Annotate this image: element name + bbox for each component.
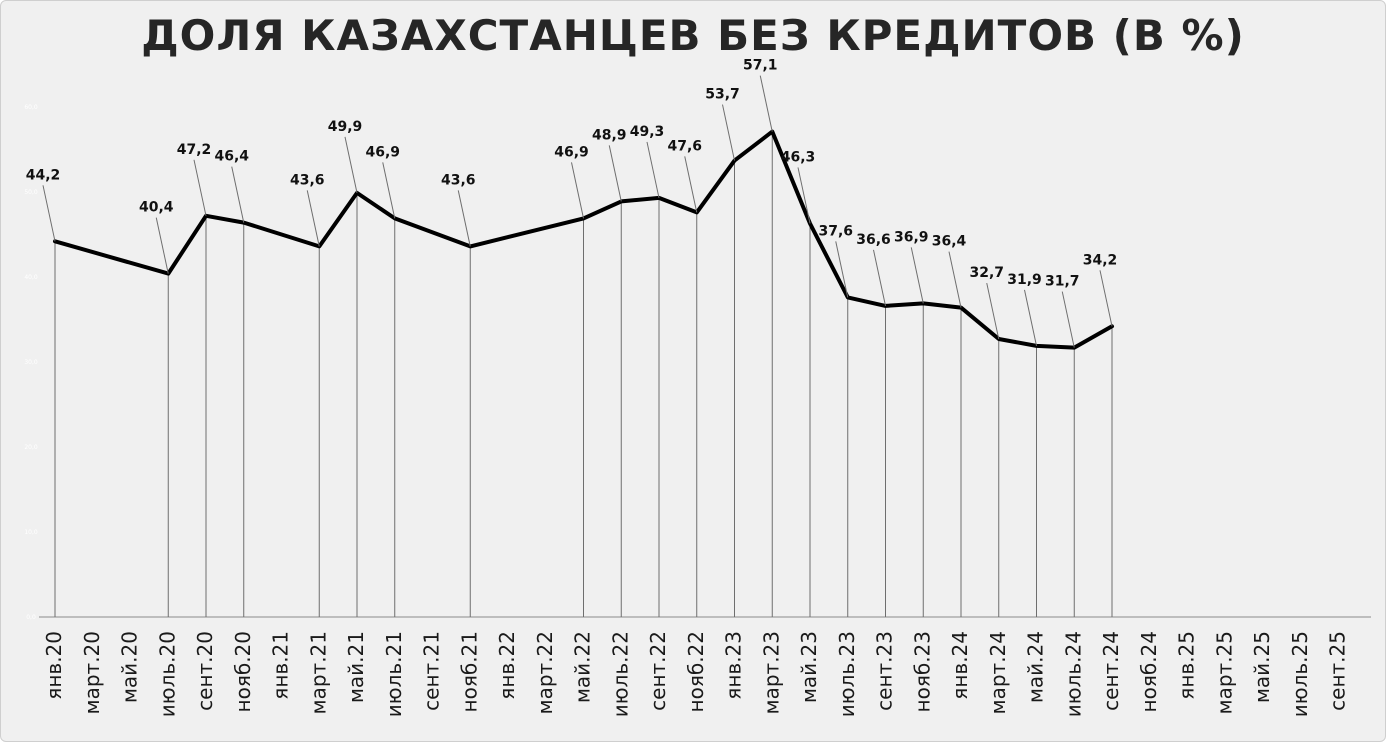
data-label: 40,4 <box>139 200 174 216</box>
label-leader-line <box>155 217 169 274</box>
data-label: 36,6 <box>856 232 891 248</box>
x-tick-label: нояб.24 <box>1137 631 1161 712</box>
data-label: 37,6 <box>818 223 853 239</box>
x-tick-label: сент.25 <box>1326 631 1350 711</box>
x-tick-label: июль.22 <box>608 631 632 717</box>
data-label: 46,4 <box>214 149 249 165</box>
label-leader-line <box>646 141 660 199</box>
y-tick-label: 50,0 <box>24 189 38 196</box>
data-label: 53,7 <box>705 87 740 103</box>
label-leader-line <box>1099 270 1113 327</box>
data-label: 49,3 <box>630 124 665 140</box>
y-tick-label: 30,0 <box>24 359 38 366</box>
data-label: 43,6 <box>441 172 476 188</box>
label-leader-line <box>1024 289 1037 346</box>
label-leader-line <box>910 247 924 304</box>
y-tick-label: 40,0 <box>24 274 38 281</box>
x-tick-label: сент.22 <box>646 631 670 711</box>
label-leader-line <box>608 145 622 202</box>
y-tick-label: 10,0 <box>24 529 38 536</box>
label-leader-line <box>306 190 320 247</box>
label-leader-line <box>948 251 962 308</box>
x-tick-label: янв.25 <box>1175 631 1199 700</box>
x-tick-label: янв.23 <box>722 631 746 700</box>
x-tick-label: июль.24 <box>1061 631 1085 717</box>
label-leader-line <box>835 241 849 298</box>
label-leader-line <box>457 190 471 247</box>
data-label: 49,9 <box>328 119 363 135</box>
label-leader-line <box>759 75 773 132</box>
x-tick-label: сент.21 <box>420 631 444 711</box>
label-leader-line <box>797 167 811 224</box>
x-tick-label: май.22 <box>571 631 595 703</box>
x-tick-label: нояб.20 <box>231 631 255 712</box>
label-leader-line <box>42 185 56 242</box>
x-tick-label: март.23 <box>759 631 783 715</box>
data-label: 43,6 <box>290 172 325 188</box>
x-tick-label: сент.23 <box>873 631 897 711</box>
x-tick-label: янв.21 <box>269 631 293 700</box>
x-tick-label: июль.20 <box>155 631 179 717</box>
label-leader-line <box>722 104 735 161</box>
x-tick-label: май.23 <box>797 631 821 703</box>
x-tick-label: янв.24 <box>948 631 972 700</box>
label-leader-line <box>231 166 245 223</box>
data-label: 36,4 <box>932 234 967 250</box>
x-tick-label: июль.25 <box>1288 631 1312 717</box>
x-tick-label: сент.24 <box>1099 631 1123 711</box>
x-tick-label: май.21 <box>344 631 368 703</box>
data-label: 46,9 <box>554 144 589 160</box>
y-tick-label: 0,0 <box>26 614 36 621</box>
x-tick-label: янв.20 <box>42 631 66 700</box>
data-label: 46,3 <box>781 149 816 165</box>
data-label: 57,1 <box>743 58 778 74</box>
label-leader-line <box>382 162 396 219</box>
x-tick-label: май.25 <box>1250 631 1274 703</box>
x-tick-label: март.20 <box>80 631 104 715</box>
label-leader-line <box>684 156 698 213</box>
x-tick-label: июль.23 <box>835 631 859 717</box>
data-label: 31,7 <box>1045 274 1080 290</box>
data-label: 47,2 <box>177 142 212 158</box>
x-tick-label: март.22 <box>533 631 557 715</box>
x-tick-label: нояб.23 <box>910 631 934 712</box>
data-label: 36,9 <box>894 229 929 245</box>
data-label: 46,9 <box>365 144 400 160</box>
y-tick-label: 20,0 <box>24 444 38 451</box>
label-leader-line <box>1061 291 1075 348</box>
x-tick-label: май.20 <box>118 631 142 703</box>
x-tick-label: май.24 <box>1024 631 1048 703</box>
x-tick-label: июль.21 <box>382 631 406 717</box>
x-tick-label: янв.22 <box>495 631 519 700</box>
label-leader-line <box>193 159 207 216</box>
x-tick-label: март.21 <box>306 631 330 715</box>
x-tick-label: нояб.21 <box>457 631 481 712</box>
y-tick-label: 60,0 <box>24 104 38 111</box>
label-leader-line <box>344 136 358 193</box>
data-label: 32,7 <box>969 265 1004 281</box>
x-tick-label: сент.20 <box>193 631 217 711</box>
data-label: 34,2 <box>1083 252 1118 268</box>
data-label: 44,2 <box>26 167 61 183</box>
chart-title: ДОЛЯ КАЗАХСТАНЦЕВ БЕЗ КРЕДИТОВ (В %) <box>141 11 1245 60</box>
label-leader-line <box>571 162 584 219</box>
x-tick-label: март.25 <box>1212 631 1236 715</box>
data-label: 47,6 <box>667 138 702 154</box>
data-label: 31,9 <box>1007 272 1042 288</box>
label-leader-line <box>986 282 1000 340</box>
x-tick-label: нояб.22 <box>684 631 708 712</box>
x-tick-label: март.24 <box>986 631 1010 715</box>
data-label: 48,9 <box>592 127 627 143</box>
label-leader-line <box>873 249 886 307</box>
